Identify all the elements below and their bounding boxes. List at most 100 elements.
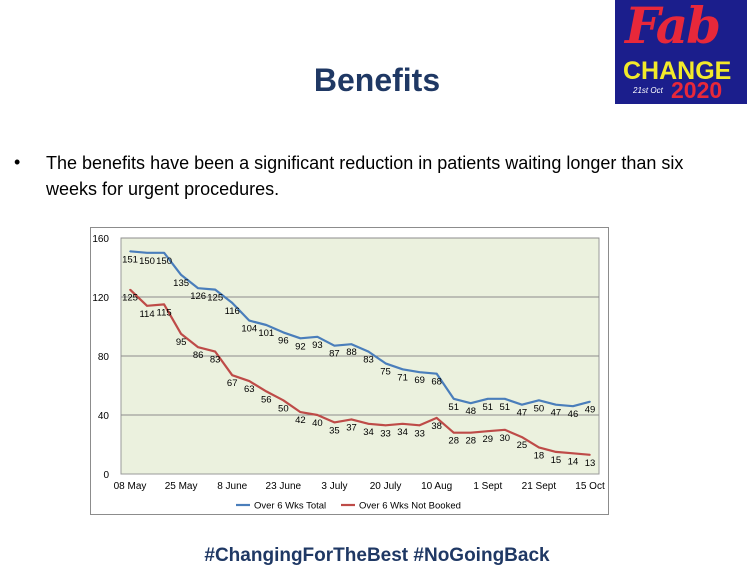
data-point xyxy=(214,350,216,353)
chart-svg: 0 40 80 120 160 08 May 25 May 8 June 23 June 3 Ju… xyxy=(92,234,605,512)
data-point xyxy=(350,343,353,345)
data-label: 101 xyxy=(258,328,274,339)
slide-title: Benefits xyxy=(313,62,441,98)
data-label: 18 xyxy=(534,450,545,461)
data-label: 28 xyxy=(448,436,459,447)
line-chart: 0 40 80 120 160 08 May 25 May 8 June 23 June 3 Ju… xyxy=(90,227,609,515)
data-label: 51 xyxy=(482,402,493,413)
data-label: 13 xyxy=(585,458,596,469)
data-label: 75 xyxy=(380,366,391,377)
data-label: 28 xyxy=(465,436,476,447)
data-label: 30 xyxy=(500,433,511,444)
x-tick-label: 1 Sept xyxy=(473,481,502,492)
data-point xyxy=(367,350,370,353)
data-point xyxy=(435,372,438,375)
data-label: 67 xyxy=(227,378,238,389)
data-point xyxy=(282,331,285,334)
data-point xyxy=(538,399,540,402)
data-label: 86 xyxy=(193,350,204,361)
data-label: 68 xyxy=(431,377,442,388)
data-point xyxy=(418,424,421,427)
data-point xyxy=(180,274,182,276)
data-point xyxy=(180,333,182,335)
data-label: 48 xyxy=(465,406,476,417)
data-point xyxy=(504,428,506,431)
data-point xyxy=(452,397,455,400)
data-label: 150 xyxy=(156,256,172,267)
data-label: 29 xyxy=(482,434,493,445)
logo-fab-text: Fab xyxy=(625,0,721,55)
data-label: 38 xyxy=(431,421,442,432)
bullet-text: The benefits have been a significant red… xyxy=(46,153,684,199)
data-point xyxy=(265,324,268,326)
data-point xyxy=(231,374,234,376)
data-label: 69 xyxy=(414,375,425,386)
data-label: 83 xyxy=(363,355,374,366)
data-label: 34 xyxy=(363,427,374,438)
data-point xyxy=(163,303,165,306)
data-label: 25 xyxy=(517,440,528,451)
data-label: 114 xyxy=(139,309,154,320)
data-point xyxy=(316,414,319,416)
data-label: 95 xyxy=(176,337,187,348)
y-tick-label: 80 xyxy=(98,352,110,363)
data-point xyxy=(197,346,199,348)
fab-change-logo: Fab CHANGE 21st Oct 2020 xyxy=(615,0,747,104)
data-label: 34 xyxy=(397,427,408,438)
x-tick-label: 08 May xyxy=(114,481,147,492)
data-point xyxy=(316,336,319,338)
data-label: 93 xyxy=(312,340,323,351)
data-label: 125 xyxy=(122,293,138,304)
data-label: 40 xyxy=(312,418,323,429)
data-label: 37 xyxy=(346,422,357,433)
legend-label: Over 6 Wks Total xyxy=(254,501,326,512)
x-tick-label: 21 Sept xyxy=(522,481,557,492)
data-point xyxy=(214,288,216,291)
y-tick-label: 40 xyxy=(98,411,110,422)
data-label: 92 xyxy=(295,341,306,352)
data-label: 33 xyxy=(414,428,425,439)
data-label: 71 xyxy=(397,372,408,383)
data-label: 50 xyxy=(278,403,289,414)
data-label: 104 xyxy=(241,324,257,335)
data-label: 51 xyxy=(500,402,511,413)
x-tick-label: 20 July xyxy=(370,481,402,492)
data-point xyxy=(521,436,523,438)
data-point xyxy=(163,251,165,254)
data-point xyxy=(469,402,472,404)
data-label: 35 xyxy=(329,425,340,436)
data-label: 63 xyxy=(244,384,255,395)
data-label: 87 xyxy=(329,349,340,360)
data-point xyxy=(572,405,574,407)
data-label: 51 xyxy=(448,402,459,413)
data-point xyxy=(555,451,557,453)
data-point xyxy=(299,337,302,340)
footer-hashtags: #ChangingForTheBest #NoGoingBack xyxy=(204,545,550,566)
data-point xyxy=(282,399,285,402)
data-label: 96 xyxy=(278,335,289,346)
data-point xyxy=(129,288,131,291)
data-label: 42 xyxy=(295,415,306,426)
data-label: 47 xyxy=(517,408,528,419)
logo-change-text: CHANGE xyxy=(623,57,732,85)
data-point xyxy=(452,431,455,434)
x-tick-label: 8 June xyxy=(217,481,247,492)
data-label: 88 xyxy=(346,347,357,358)
data-label: 47 xyxy=(551,408,562,419)
y-tick-label: 0 xyxy=(103,470,109,481)
x-tick-label: 25 May xyxy=(165,481,198,492)
data-point xyxy=(572,452,574,455)
data-point xyxy=(231,302,234,304)
data-label: 46 xyxy=(568,409,579,420)
data-point xyxy=(265,390,268,393)
data-point xyxy=(384,362,387,365)
data-label: 33 xyxy=(380,428,391,439)
data-point xyxy=(435,417,438,419)
data-label: 151 xyxy=(122,254,138,265)
data-point xyxy=(418,371,421,374)
data-point xyxy=(486,397,489,400)
data-point xyxy=(486,430,489,433)
logo-date-text: 21st Oct xyxy=(633,86,663,95)
data-label: 126 xyxy=(190,291,206,302)
series-line xyxy=(129,288,591,456)
